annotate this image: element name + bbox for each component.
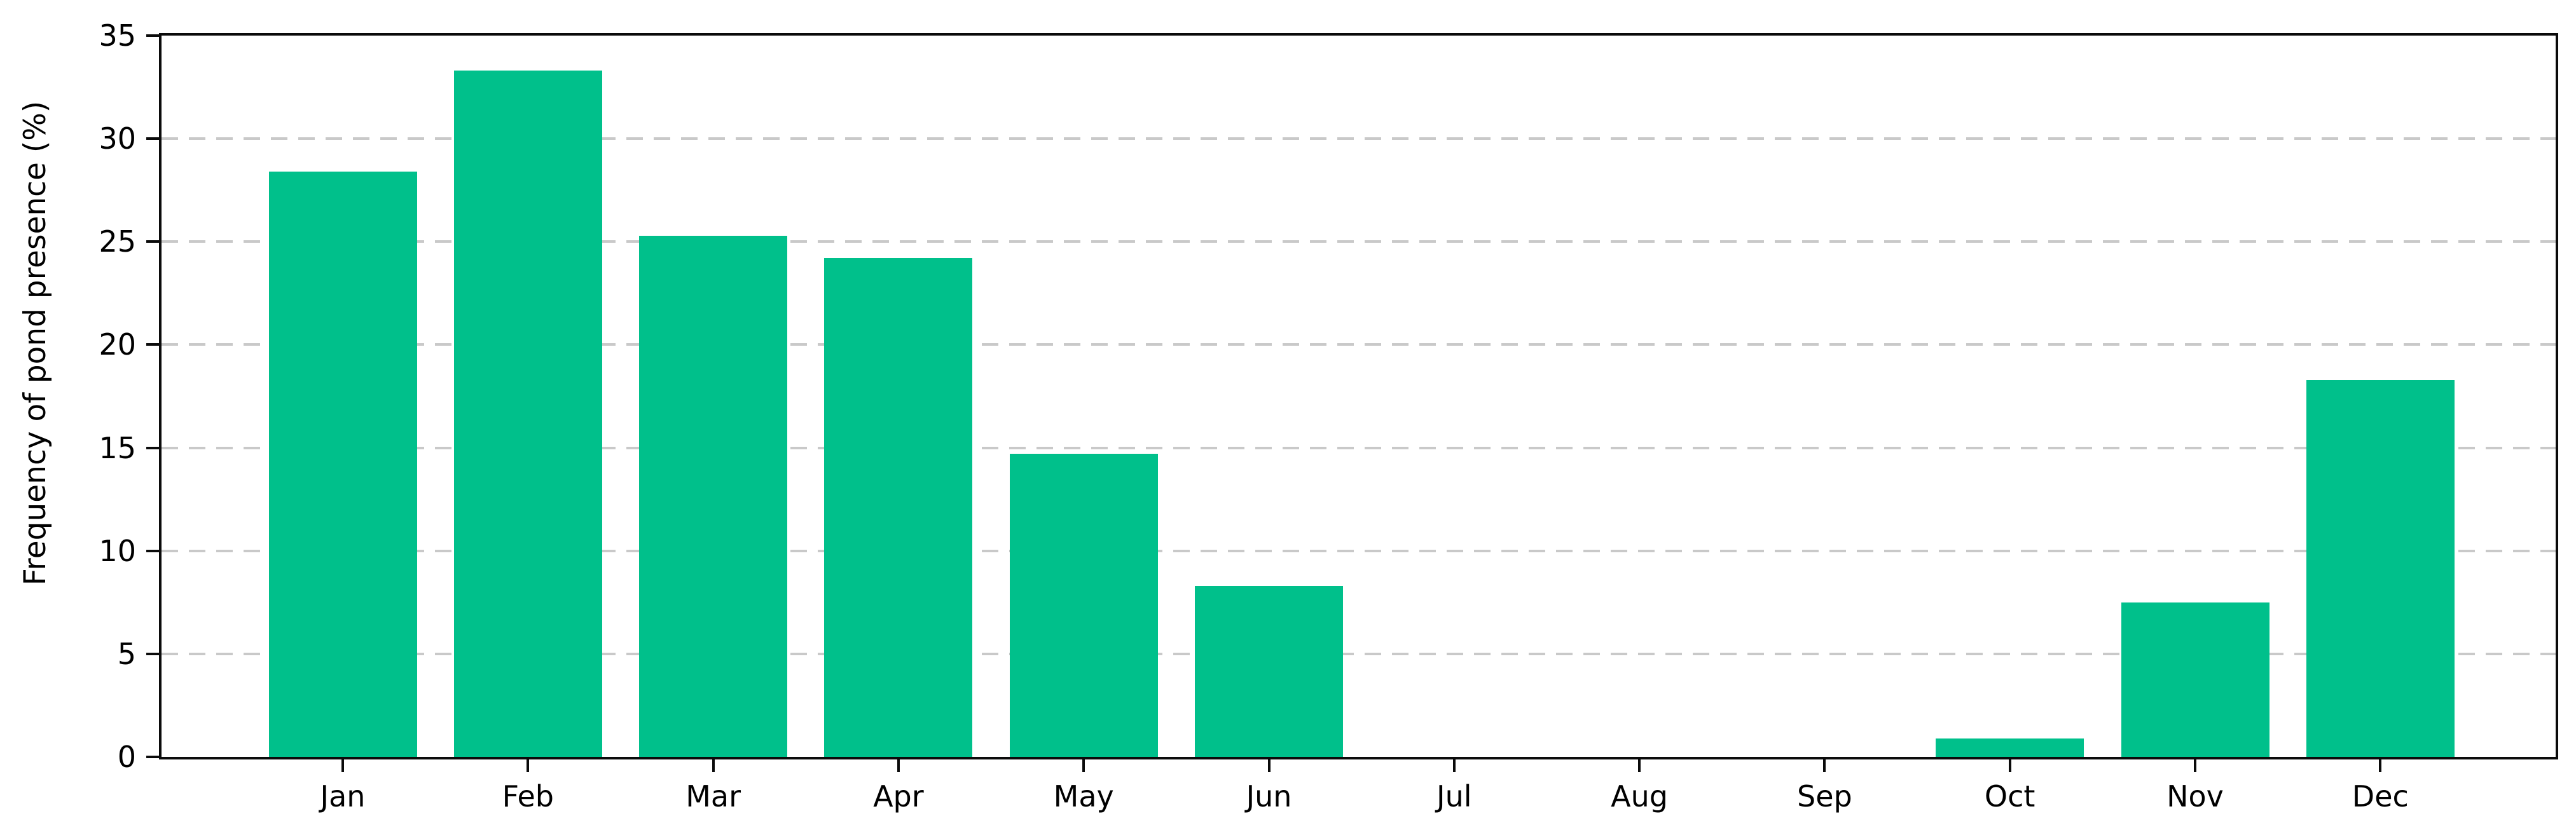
gridline-y-30 — [162, 137, 2556, 140]
x-tick-label-aug: Aug — [1611, 779, 1668, 813]
x-tick-label-oct: Oct — [1984, 779, 2035, 813]
x-tick-mark-aug — [1638, 759, 1641, 772]
x-tick-mark-oct — [2008, 759, 2011, 772]
x-tick-label-dec: Dec — [2352, 779, 2409, 813]
y-tick-mark-10 — [146, 549, 159, 552]
x-tick-mark-apr — [897, 759, 900, 772]
y-tick-mark-35 — [146, 34, 159, 37]
x-tick-mark-jun — [1267, 759, 1271, 772]
plot-area — [159, 33, 2558, 759]
x-tick-mark-may — [1082, 759, 1085, 772]
bar-nov — [2121, 602, 2269, 757]
x-tick-label-may: May — [1053, 779, 1114, 813]
bar-apr — [824, 258, 973, 757]
x-tick-mark-jan — [341, 759, 344, 772]
x-tick-mark-jul — [1452, 759, 1456, 772]
gridline-y-15 — [162, 446, 2556, 449]
gridline-y-20 — [162, 343, 2556, 346]
y-tick-mark-20 — [146, 343, 159, 346]
gridline-y-10 — [162, 549, 2556, 552]
x-tick-label-nov: Nov — [2166, 779, 2224, 813]
x-tick-label-feb: Feb — [502, 779, 554, 813]
y-tick-label-10: 10 — [99, 533, 136, 568]
x-tick-label-sep: Sep — [1797, 779, 1852, 813]
x-tick-mark-feb — [527, 759, 530, 772]
bar-oct — [1936, 738, 2084, 757]
gridline-y-5 — [162, 652, 2556, 655]
y-tick-mark-0 — [146, 756, 159, 758]
y-tick-label-15: 15 — [99, 430, 136, 465]
x-tick-label-apr: Apr — [873, 779, 924, 813]
gridline-y-25 — [162, 240, 2556, 243]
y-tick-label-30: 30 — [99, 121, 136, 156]
y-tick-label-25: 25 — [99, 224, 136, 259]
x-tick-label-mar: Mar — [685, 779, 741, 813]
x-tick-label-jul: Jul — [1436, 779, 1472, 813]
x-tick-mark-dec — [2379, 759, 2382, 772]
bar-mar — [639, 236, 788, 757]
y-tick-mark-25 — [146, 240, 159, 243]
y-tick-label-35: 35 — [99, 18, 136, 53]
y-tick-mark-5 — [146, 652, 159, 655]
y-tick-label-5: 5 — [117, 636, 136, 671]
bar-jun — [1195, 586, 1343, 757]
x-tick-mark-nov — [2194, 759, 2196, 772]
y-tick-mark-30 — [146, 137, 159, 140]
x-tick-label-jan: Jan — [320, 779, 366, 813]
bar-feb — [453, 71, 602, 757]
x-tick-mark-sep — [1823, 759, 1826, 772]
bar-may — [1009, 454, 1158, 757]
x-tick-mark-mar — [712, 759, 715, 772]
y-tick-label-20: 20 — [99, 327, 136, 362]
x-tick-label-jun: Jun — [1246, 779, 1292, 813]
bar-dec — [2306, 380, 2455, 757]
bar-jan — [268, 172, 417, 757]
y-tick-mark-15 — [146, 446, 159, 449]
y-tick-label-0: 0 — [117, 740, 136, 774]
